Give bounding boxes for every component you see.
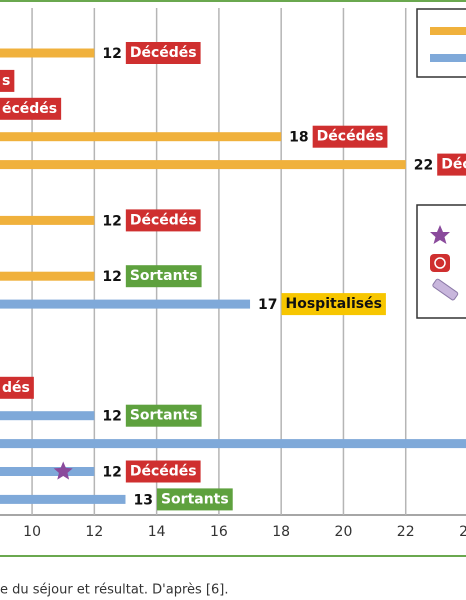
bar (0, 299, 251, 309)
value-label: 13 (133, 492, 152, 508)
tag-box (125, 209, 201, 232)
x-tick-label: 10 (23, 524, 41, 540)
tag-box (312, 125, 388, 148)
value-label: 12 (102, 269, 121, 285)
bar (0, 48, 95, 58)
tag-label: Décédés (130, 45, 197, 61)
x-tick-label: 24 (459, 524, 466, 540)
tag-label: dés (2, 380, 30, 396)
tag-box (125, 460, 201, 483)
bar (0, 494, 126, 504)
tag-label: Sortants (130, 268, 198, 284)
tag-label: Décé (441, 157, 466, 173)
star-marker (53, 461, 73, 480)
bar (0, 411, 95, 421)
tag-box (156, 488, 233, 511)
value-label: 12 (102, 213, 121, 229)
value-label: 18 (289, 130, 308, 146)
legend-box (416, 8, 466, 78)
bar (0, 215, 95, 225)
legend-bar (432, 278, 459, 301)
tag-box (281, 293, 386, 316)
legend-star (430, 225, 450, 244)
legend-icon (430, 254, 450, 272)
tag-label: écédés (2, 101, 57, 117)
caption: e du séjour et résultat. D'après [6]. (0, 583, 228, 598)
tag-box (437, 153, 466, 176)
value-label: 12 (102, 46, 121, 62)
tag-label: Décédés (130, 212, 197, 228)
tag-label: Hospitalisés (286, 296, 382, 312)
x-tick-label: 12 (85, 524, 103, 540)
tag-box (0, 69, 15, 92)
x-tick-label: 14 (148, 524, 166, 540)
bar (0, 271, 95, 281)
tag-label: Décédés (317, 129, 384, 145)
value-label: 12 (102, 465, 121, 481)
tag-box (125, 42, 201, 64)
grid: 10 12 14 16 18 20 22 24 (23, 8, 466, 540)
tag-box (0, 97, 62, 120)
tag-box (0, 376, 34, 399)
x-tick-label: 20 (335, 524, 353, 540)
tag-label: Sortants (161, 491, 229, 507)
tag-label: s (2, 73, 10, 89)
legend-icon-detail (434, 257, 446, 269)
bar (0, 467, 95, 476)
value-label: 12 (102, 409, 121, 425)
bar (0, 132, 282, 142)
tag-box (125, 265, 202, 288)
value-label: 17 (258, 297, 277, 313)
marks: 12 Décédés s écédés 18 Décédés 22 Décé 12 Décédés… (0, 42, 466, 511)
x-tick-label: 18 (272, 524, 290, 540)
x-tick-label: 22 (397, 524, 415, 540)
x-tick-label: 16 (210, 524, 228, 540)
bar (0, 160, 406, 170)
value-label: 22 (414, 158, 433, 174)
tag-label: Sortants (130, 408, 198, 424)
tag-box (125, 404, 202, 427)
tag-label: Décédés (130, 464, 197, 480)
bar (0, 439, 466, 449)
